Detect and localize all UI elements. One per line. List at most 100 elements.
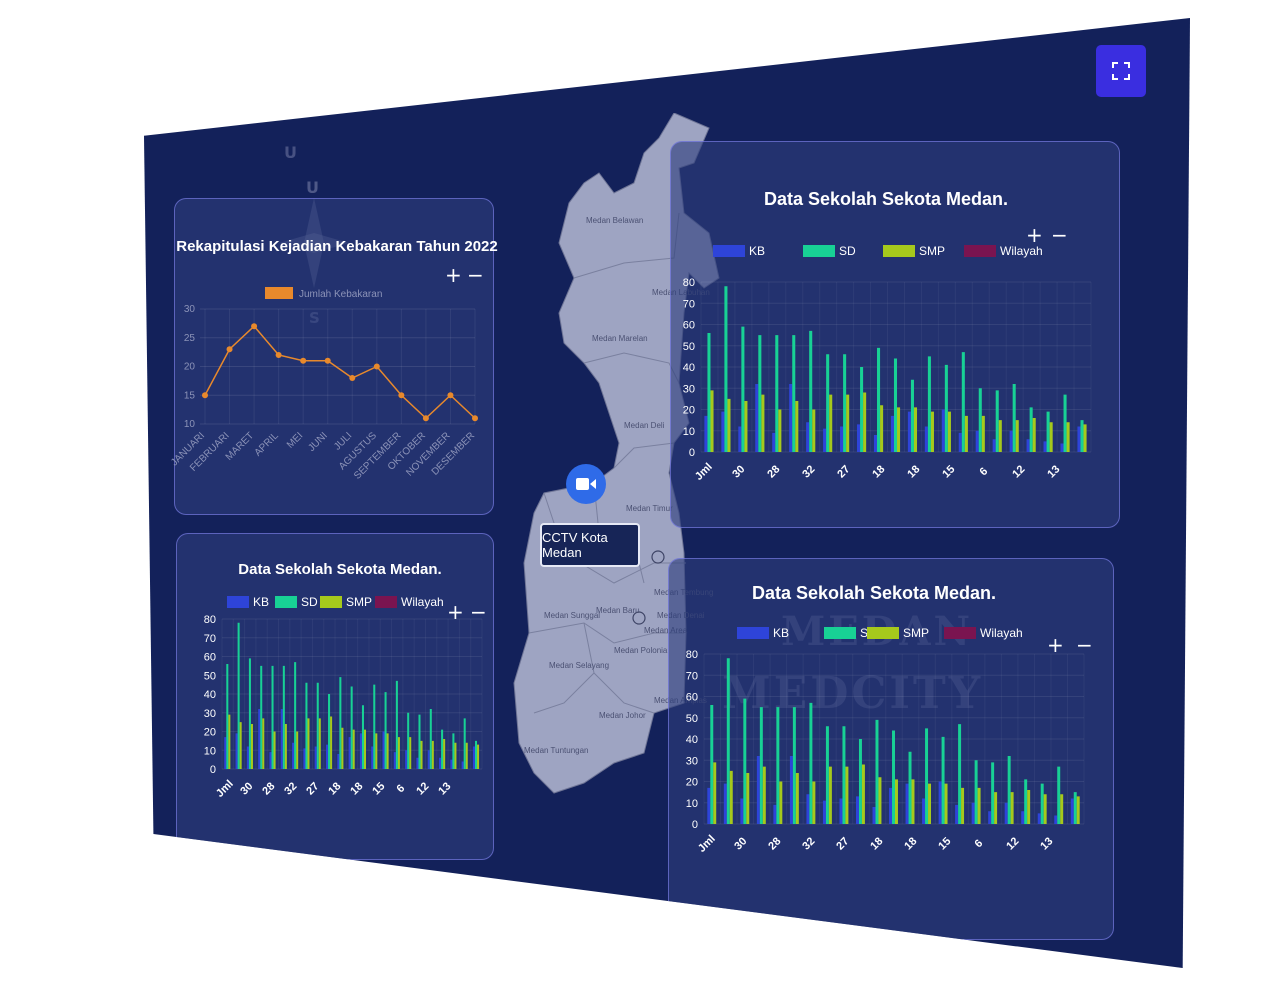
data-point[interactable] bbox=[202, 392, 208, 399]
bar-sd[interactable] bbox=[407, 712, 410, 769]
bar-kb[interactable] bbox=[348, 737, 351, 769]
bar-kb[interactable] bbox=[382, 731, 385, 770]
bar-sd[interactable] bbox=[908, 751, 912, 824]
bar-kb[interactable] bbox=[472, 746, 475, 770]
bar-kb[interactable] bbox=[303, 748, 306, 769]
bar-kb[interactable] bbox=[405, 750, 408, 769]
zoom-in-button[interactable]: + bbox=[447, 600, 464, 624]
bar-smp[interactable] bbox=[330, 716, 333, 770]
bar-kb[interactable] bbox=[889, 787, 893, 824]
bar-sd[interactable] bbox=[294, 662, 297, 769]
bar-sd[interactable] bbox=[1046, 411, 1050, 452]
bar-smp[interactable] bbox=[928, 783, 932, 824]
bar-kb[interactable] bbox=[461, 761, 464, 770]
bar-sd[interactable] bbox=[271, 665, 274, 769]
bar-smp[interactable] bbox=[961, 787, 965, 824]
bar-kb[interactable] bbox=[988, 811, 992, 824]
bar-smp[interactable] bbox=[828, 766, 832, 824]
bar-sd[interactable] bbox=[707, 333, 711, 452]
bar-smp[interactable] bbox=[250, 724, 253, 769]
data-point[interactable] bbox=[300, 357, 307, 364]
bar-sd[interactable] bbox=[925, 728, 929, 824]
cctv-button[interactable] bbox=[566, 464, 606, 504]
bar-sd[interactable] bbox=[776, 707, 780, 824]
bar-kb[interactable] bbox=[1070, 798, 1074, 825]
bar-kb[interactable] bbox=[292, 742, 295, 769]
bar-kb[interactable] bbox=[772, 432, 776, 452]
bar-sd[interactable] bbox=[825, 726, 829, 824]
legend-label[interactable]: SD bbox=[301, 595, 318, 609]
bar-sd[interactable] bbox=[843, 354, 847, 452]
bar-kb[interactable] bbox=[756, 756, 760, 824]
bar-sd[interactable] bbox=[1040, 783, 1044, 824]
bar-sd[interactable] bbox=[860, 367, 864, 452]
zoom-in-button[interactable]: + bbox=[445, 263, 462, 287]
bar-sd[interactable] bbox=[958, 724, 962, 824]
bar-kb[interactable] bbox=[738, 426, 742, 453]
legend-swatch[interactable] bbox=[713, 245, 745, 257]
bar-sd[interactable] bbox=[1024, 779, 1028, 824]
legend-label[interactable]: SMP bbox=[919, 244, 945, 258]
bar-smp[interactable] bbox=[273, 731, 276, 770]
bar-sd[interactable] bbox=[226, 664, 229, 769]
bar-sd[interactable] bbox=[373, 684, 376, 769]
bar-smp[interactable] bbox=[913, 407, 918, 452]
bar-sd[interactable] bbox=[1007, 756, 1011, 824]
bar-kb[interactable] bbox=[789, 384, 793, 452]
bar-sd[interactable] bbox=[978, 388, 982, 452]
bar-smp[interactable] bbox=[1049, 422, 1053, 452]
bar-smp[interactable] bbox=[880, 405, 884, 452]
bar-smp[interactable] bbox=[964, 415, 968, 452]
bar-sd[interactable] bbox=[305, 682, 308, 769]
bar-sd[interactable] bbox=[792, 707, 796, 824]
bar-kb[interactable] bbox=[773, 804, 777, 824]
bar-sd[interactable] bbox=[1063, 394, 1067, 452]
bar-kb[interactable] bbox=[707, 787, 711, 824]
bar-smp[interactable] bbox=[1032, 418, 1036, 452]
data-point[interactable] bbox=[349, 375, 356, 381]
bar-sd[interactable] bbox=[260, 665, 263, 769]
zoom-out-button[interactable]: − bbox=[1076, 633, 1093, 657]
bar-kb[interactable] bbox=[721, 411, 725, 452]
bar-kb[interactable] bbox=[427, 750, 430, 769]
bar-sd[interactable] bbox=[809, 702, 813, 824]
data-point[interactable] bbox=[226, 346, 233, 353]
legend-swatch[interactable] bbox=[737, 627, 769, 639]
bar-smp[interactable] bbox=[727, 398, 731, 452]
bar-smp[interactable] bbox=[713, 762, 717, 824]
bar-smp[interactable] bbox=[1060, 794, 1064, 824]
bar-sd[interactable] bbox=[875, 719, 879, 824]
bar-sd[interactable] bbox=[892, 730, 895, 825]
bar-sd[interactable] bbox=[724, 286, 728, 452]
bar-kb[interactable] bbox=[1026, 439, 1030, 452]
bar-kb[interactable] bbox=[450, 759, 453, 769]
bar-kb[interactable] bbox=[280, 709, 283, 769]
bar-sd[interactable] bbox=[842, 726, 846, 824]
bar-smp[interactable] bbox=[998, 420, 1002, 452]
bar-kb[interactable] bbox=[1009, 430, 1013, 452]
bar-kb[interactable] bbox=[822, 800, 826, 824]
bar-kb[interactable] bbox=[789, 756, 793, 824]
bar-kb[interactable] bbox=[907, 411, 911, 452]
bar-kb[interactable] bbox=[839, 798, 843, 825]
bar-smp[interactable] bbox=[307, 718, 310, 769]
bar-sd[interactable] bbox=[452, 733, 455, 769]
bar-smp[interactable] bbox=[845, 766, 849, 824]
bar-kb[interactable] bbox=[857, 424, 861, 452]
bar-smp[interactable] bbox=[762, 766, 766, 824]
bar-smp[interactable] bbox=[761, 394, 765, 452]
data-point[interactable] bbox=[275, 352, 282, 358]
legend-swatch[interactable] bbox=[867, 627, 899, 639]
bar-smp[interactable] bbox=[477, 744, 480, 769]
bar-smp[interactable] bbox=[284, 724, 287, 769]
zoom-in-button[interactable]: + bbox=[1026, 223, 1043, 247]
bar-smp[interactable] bbox=[795, 401, 799, 452]
bar-kb[interactable] bbox=[371, 746, 374, 770]
bar-sd[interactable] bbox=[350, 686, 353, 770]
bar-kb[interactable] bbox=[1077, 426, 1081, 453]
bar-smp[interactable] bbox=[262, 718, 265, 769]
bar-smp[interactable] bbox=[944, 783, 948, 824]
bar-sd[interactable] bbox=[248, 658, 251, 769]
bar-sd[interactable] bbox=[758, 335, 762, 452]
bar-sd[interactable] bbox=[395, 680, 398, 769]
